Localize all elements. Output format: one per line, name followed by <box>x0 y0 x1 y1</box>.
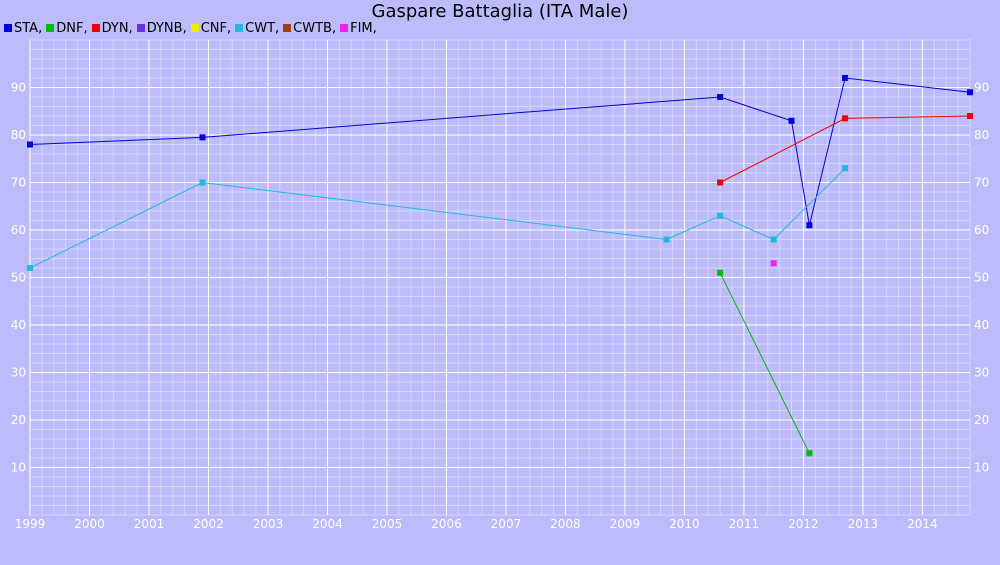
x-tick-label: 2002 <box>193 517 224 531</box>
x-tick-label: 2003 <box>253 517 284 531</box>
y-tick-label-right: 50 <box>974 271 989 285</box>
legend-swatch <box>340 24 349 32</box>
data-point-sta <box>199 134 206 141</box>
legend-label: DYN <box>101 20 129 36</box>
x-tick-label: 2001 <box>134 517 165 531</box>
y-tick-label-left: 70 <box>11 176 26 190</box>
data-point-sta <box>27 141 33 148</box>
y-tick-label-right: 60 <box>974 223 989 237</box>
x-tick-label: 2000 <box>74 517 105 531</box>
legend-label: STA <box>14 20 39 36</box>
series-line-dnf <box>719 272 810 454</box>
data-point-sta <box>806 222 813 229</box>
legend-label: DNF <box>56 20 84 36</box>
legend-item-dyn: DYN, <box>91 20 133 36</box>
legend-item-cwtb: CWTB, <box>283 21 336 36</box>
y-tick-label-right: 70 <box>974 176 989 190</box>
x-tick-label: 2011 <box>729 517 760 531</box>
x-tick-label: 2010 <box>669 517 700 531</box>
legend-separator: , <box>227 20 232 36</box>
y-tick-label-left: 40 <box>11 318 26 332</box>
x-tick-label: 2013 <box>848 517 879 531</box>
chart-title: Gaspare Battaglia (ITA Male) <box>371 1 629 22</box>
y-tick-label-left: 90 <box>11 81 26 95</box>
x-tick-label: 2009 <box>610 517 641 531</box>
y-tick-label-right: 40 <box>974 318 989 332</box>
data-point-cwt <box>842 165 849 172</box>
data-point-fim <box>770 260 777 267</box>
y-tick-label-left: 50 <box>11 271 26 285</box>
x-tick-label: 2014 <box>907 517 938 531</box>
y-tick-label-left: 30 <box>11 366 26 380</box>
legend-item-fim: FIM, <box>340 21 377 36</box>
x-tick-label: 2008 <box>550 517 581 531</box>
legend-swatch <box>91 24 100 32</box>
legend-item-dynb: DYNB, <box>136 20 187 36</box>
legend-swatch <box>235 24 244 32</box>
x-tick-label: 1999 <box>15 517 46 531</box>
data-point-dyn <box>967 113 973 119</box>
legend-item-sta: STA, <box>4 21 42 36</box>
y-tick-label-right: 30 <box>974 366 989 380</box>
legend-item-cwt: CWT, <box>235 21 279 36</box>
legend: STA, DNF, DYN, DYNB, CNF, CWT, CWTB, FIM, <box>4 20 381 36</box>
x-tick-label: 2006 <box>431 517 462 531</box>
data-point-sta <box>967 89 973 96</box>
y-tick-label-right: 20 <box>974 413 989 427</box>
data-point-cwt <box>770 236 777 243</box>
x-tick-label: 2007 <box>491 517 522 531</box>
legend-separator: , <box>38 20 43 36</box>
legend-label: FIM <box>350 20 373 36</box>
data-point-sta <box>717 94 724 100</box>
y-tick-label-right: 80 <box>974 128 989 142</box>
legend-swatch <box>283 24 292 32</box>
series-line-cwt <box>29 167 846 269</box>
legend-label: CNF <box>200 20 227 36</box>
y-tick-label-left: 80 <box>11 128 26 142</box>
x-tick-label: 2012 <box>788 517 819 531</box>
legend-separator: , <box>83 20 88 36</box>
data-point-cwt <box>27 265 33 271</box>
data-point-dyn <box>717 179 724 186</box>
x-tick-label: 2004 <box>312 517 343 531</box>
data-point-dnf <box>717 269 724 276</box>
legend-label: DYNB <box>146 20 183 36</box>
legend-label: CWT <box>245 20 276 36</box>
y-tick-label-right: 90 <box>974 81 989 95</box>
data-point-cwt <box>199 179 206 186</box>
legend-separator: , <box>182 20 187 36</box>
legend-label: CWTB <box>293 20 332 36</box>
legend-swatch <box>136 24 145 32</box>
legend-swatch <box>190 24 199 32</box>
data-point-dnf <box>806 450 813 457</box>
data-point-sta <box>788 117 795 124</box>
legend-item-cnf: CNF, <box>190 20 232 36</box>
legend-swatch <box>4 24 12 32</box>
y-tick-label-right: 10 <box>974 461 989 475</box>
y-tick-label-left: 20 <box>11 413 26 427</box>
data-point-sta <box>842 75 849 81</box>
legend-separator: , <box>128 20 133 36</box>
data-point-cwt <box>663 236 670 243</box>
x-tick-label: 2005 <box>372 517 403 531</box>
legend-swatch <box>46 24 55 32</box>
y-tick-label-left: 60 <box>11 223 26 237</box>
legend-item-dnf: DNF, <box>46 20 88 36</box>
y-tick-label-left: 10 <box>11 461 26 475</box>
legend-separator: , <box>372 20 377 36</box>
legend-separator: , <box>331 20 337 36</box>
legend-separator: , <box>275 20 280 36</box>
data-point-cwt <box>717 212 724 219</box>
data-point-dyn <box>842 115 849 122</box>
